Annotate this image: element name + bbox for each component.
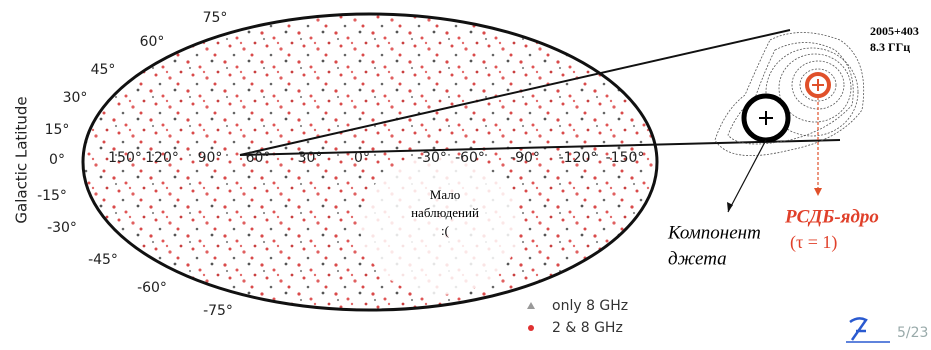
logo-mark [850, 318, 866, 340]
jet-label: джета [668, 248, 727, 269]
latitude-label: -60° [137, 280, 167, 296]
legend-marker [527, 302, 535, 309]
source-name: 2005+403 [870, 24, 919, 38]
latitude-label: -15° [37, 188, 67, 204]
latitude-label: 15° [45, 122, 70, 138]
annotation: :( [441, 223, 449, 238]
latitude-label: -30° [47, 220, 77, 236]
core-label: РСДБ-ядро [784, 206, 879, 227]
longitude-label: 0° [354, 150, 370, 166]
latitude-label: 75° [203, 10, 228, 26]
inset-contours [715, 33, 864, 156]
latitude-label: 0° [49, 152, 65, 168]
latitude-label: 30° [63, 90, 88, 106]
longitude-label: 150° [108, 150, 142, 166]
annotation: Мало [430, 187, 460, 202]
frequency: 8.3 ГГц [870, 40, 910, 54]
legend-label: only 8 GHz [552, 298, 628, 314]
longitude-label: 60° [246, 150, 271, 166]
longitude-label: -150° [606, 150, 645, 166]
page-number: 5/23 [897, 325, 928, 341]
longitude-label: 30° [298, 150, 323, 166]
jet-label: Компонент [667, 222, 761, 243]
longitude-label: -30° [417, 150, 447, 166]
plus [812, 79, 824, 91]
longitude-label: -90° [510, 150, 540, 166]
latitude-label: 60° [140, 34, 165, 50]
slide: Galactic Latitude 75°60°45°30°15°0°-15°-… [0, 0, 931, 346]
arrowhead [814, 188, 822, 196]
legend-marker [528, 325, 534, 331]
sparse-region [360, 155, 520, 295]
annotation: наблюдений [411, 205, 479, 220]
legend-label: 2 & 8 GHz [552, 320, 623, 336]
latitude-label: -75° [203, 303, 233, 319]
longitude-label: -60° [455, 150, 485, 166]
y-axis-label: Galactic Latitude [13, 96, 31, 223]
page: Galactic Latitude 75°60°45°30°15°0°-15°-… [0, 0, 931, 346]
longitude-label: 90° [198, 150, 223, 166]
core-note: (τ = 1) [790, 232, 837, 253]
latitude-label: -45° [88, 252, 118, 268]
longitude-label: 120° [145, 150, 179, 166]
latitude-label: 45° [91, 62, 116, 78]
longitude-label: -120° [559, 150, 598, 166]
arrow [728, 140, 766, 212]
